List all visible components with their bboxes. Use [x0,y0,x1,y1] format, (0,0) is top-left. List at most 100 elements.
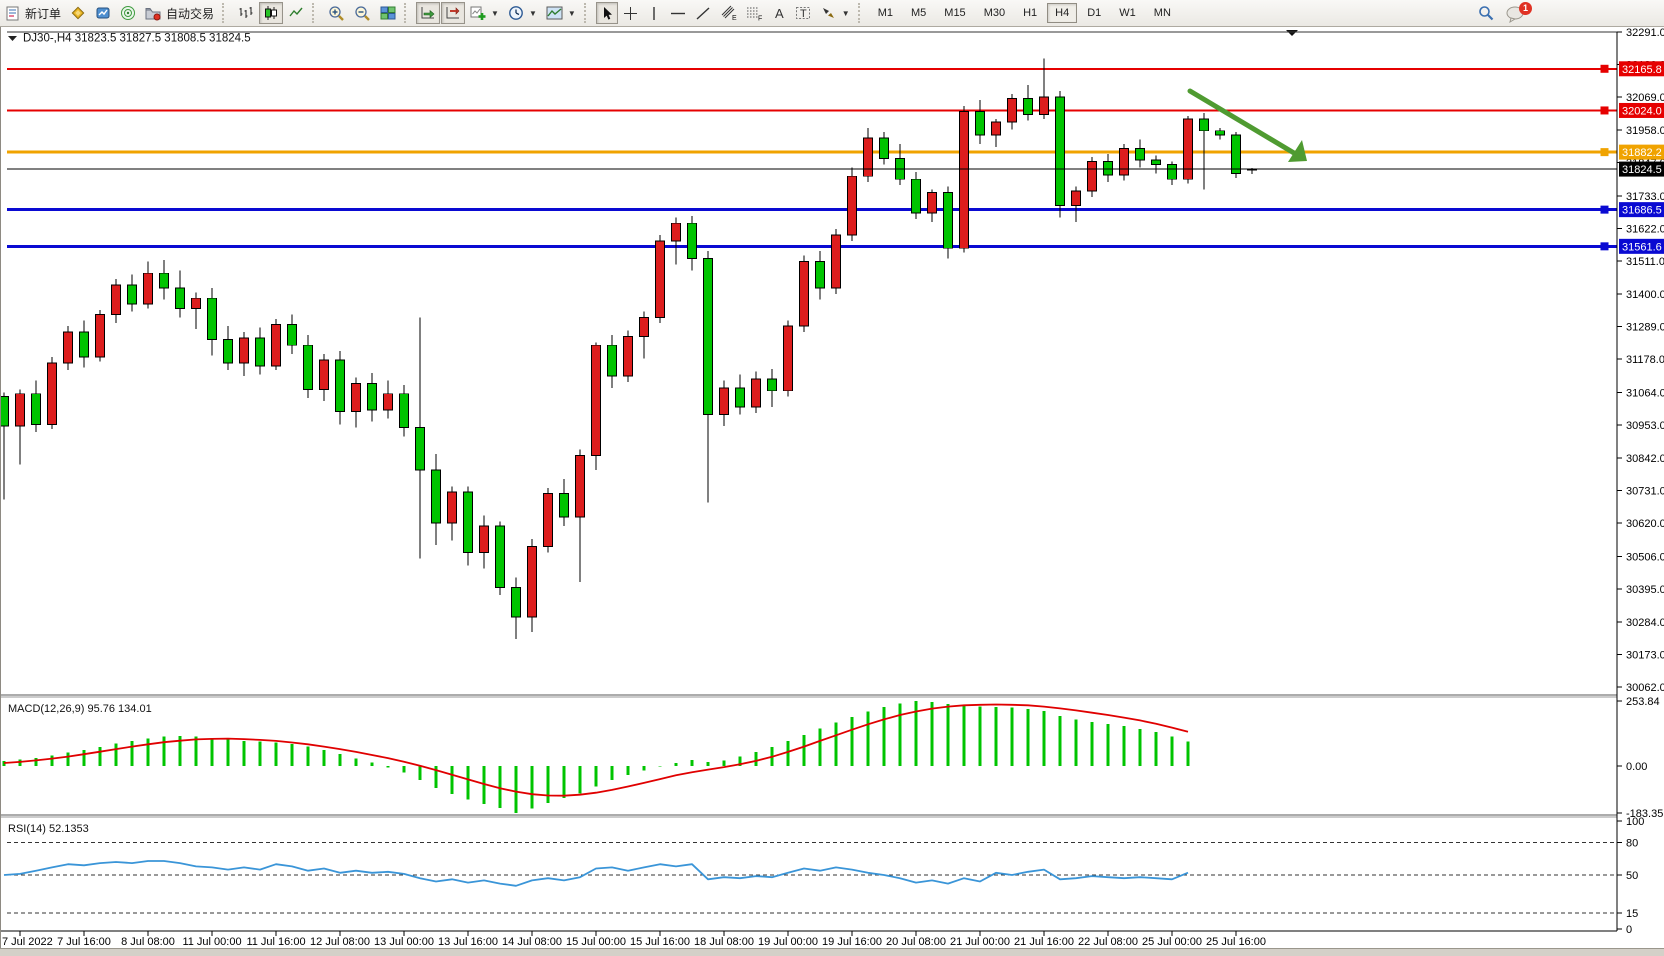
symbol-dropdown-icon[interactable] [8,36,17,41]
toolbar: 新订单 自动交易 [0,0,1664,27]
timeframe-D1[interactable]: D1 [1079,3,1109,23]
x-axis-date-label: 14 Jul 08:00 [502,936,562,948]
add-indicator-button[interactable]: ▼ [466,2,503,24]
horizontal-line-button[interactable] [666,2,690,24]
timeframe-M30[interactable]: M30 [976,3,1013,23]
tile-windows-icon [380,6,396,20]
new-order-icon [6,6,19,20]
candle-body [991,121,1001,136]
window-bottom-strip [0,949,1664,956]
candle [239,332,249,377]
candle [319,354,329,402]
auto-scroll-button[interactable] [416,2,441,24]
template-icon [546,6,563,19]
candles-chart-button[interactable] [259,2,284,24]
timeframe-W1[interactable]: W1 [1111,3,1144,23]
chevron-down-icon: ▼ [528,8,537,18]
line-endpoint-handle[interactable] [1600,148,1609,157]
candle [479,515,489,569]
crosshair-button[interactable] [619,2,642,24]
fibonacci-button[interactable]: F [742,2,767,24]
candle [575,449,585,582]
line-endpoint-handle[interactable] [1600,205,1609,214]
x-axis-date-label: 7 Jul 2022 [2,936,53,948]
timeframe-M5[interactable]: M5 [903,3,934,23]
candle [303,334,313,399]
rsi-axis-label: 50 [1626,870,1638,882]
timeframe-M1[interactable]: M1 [870,3,901,23]
data-window-button[interactable] [91,2,115,24]
timeframe-M15[interactable]: M15 [936,3,973,23]
candle [815,251,825,300]
y-axis-tick-label: 31289.0 [1626,321,1664,333]
candle [975,99,985,144]
cursor-button[interactable] [595,2,618,24]
templates-button[interactable]: ▼ [542,2,580,24]
candle [863,127,873,183]
new-order-label: 新订单 [25,6,62,21]
zoom-out-button[interactable] [350,2,375,24]
tile-windows-button[interactable] [376,2,400,24]
rsi-axis-label: 100 [1626,816,1644,828]
candle-body [831,234,841,289]
line-endpoint-handle[interactable] [1600,64,1609,73]
chart-shift-button[interactable] [441,2,466,24]
chart-canvas[interactable]: 32291.032180.032069.031958.031847.031733… [0,27,1664,956]
zoom-out-icon [355,5,370,21]
price-badge-label: 32165.8 [1622,64,1662,76]
trend-arrow-annotation[interactable] [1187,88,1297,156]
autotrading-label: 自动交易 [166,6,215,21]
timeframe-H1[interactable]: H1 [1015,3,1045,23]
candle-body [671,222,681,242]
new-order-button[interactable]: 新订单 [2,2,65,24]
candle [527,539,537,632]
candle [687,215,697,271]
autotrading-button[interactable]: 自动交易 [141,2,218,24]
market-watch-button[interactable] [66,2,90,24]
line-endpoint-handle[interactable] [1600,242,1609,251]
text-icon: A [775,6,784,21]
y-axis-tick-label: 30842.0 [1626,453,1664,465]
candle-body [767,378,777,392]
candle-body [575,454,585,518]
candle-body [591,344,601,456]
rsi-axis-label: 0 [1626,924,1632,936]
arrows-tool-button[interactable]: ▼ [817,2,854,24]
toolbar-grip [222,3,229,23]
chart-shift-icon [446,7,460,19]
candle-body [751,378,761,408]
x-axis-date-label: 25 Jul 00:00 [1142,936,1202,948]
bars-chart-button[interactable] [234,2,258,24]
candle [799,255,809,333]
candle-body [1135,147,1145,161]
zoom-in-button[interactable] [324,2,349,24]
candle [127,274,137,312]
trendline-button[interactable] [691,2,715,24]
candle-body [799,261,809,327]
timeframe-MN[interactable]: MN [1146,3,1179,23]
add-indicator-icon [470,6,486,20]
line-chart-button[interactable] [284,2,308,24]
notifications-button[interactable]: 1 [1506,2,1532,24]
x-axis-date-label: 22 Jul 08:00 [1078,936,1138,948]
text-label-button[interactable]: T [791,2,816,24]
y-axis-tick-label: 32069.0 [1626,92,1664,104]
signal-button[interactable] [116,2,140,24]
equidistant-channel-button[interactable]: E [716,2,741,24]
search-button[interactable] [1474,2,1498,24]
toolbar-grip [312,3,319,23]
candle-body [1055,96,1065,207]
y-axis-tick-label: 30173.0 [1626,649,1664,661]
periods-button[interactable]: ▼ [504,2,541,24]
trend-arrow-head[interactable] [1288,140,1307,162]
candle-body [431,469,441,524]
timeframe-H4[interactable]: H4 [1047,3,1078,23]
vertical-line-button[interactable] [643,2,665,24]
line-chart-icon [289,7,303,17]
candle-body [63,331,73,364]
line-endpoint-handle[interactable] [1600,106,1609,115]
candle-body [191,297,201,309]
candle [847,167,857,241]
text-button[interactable]: A [768,2,790,24]
candle [943,186,953,259]
